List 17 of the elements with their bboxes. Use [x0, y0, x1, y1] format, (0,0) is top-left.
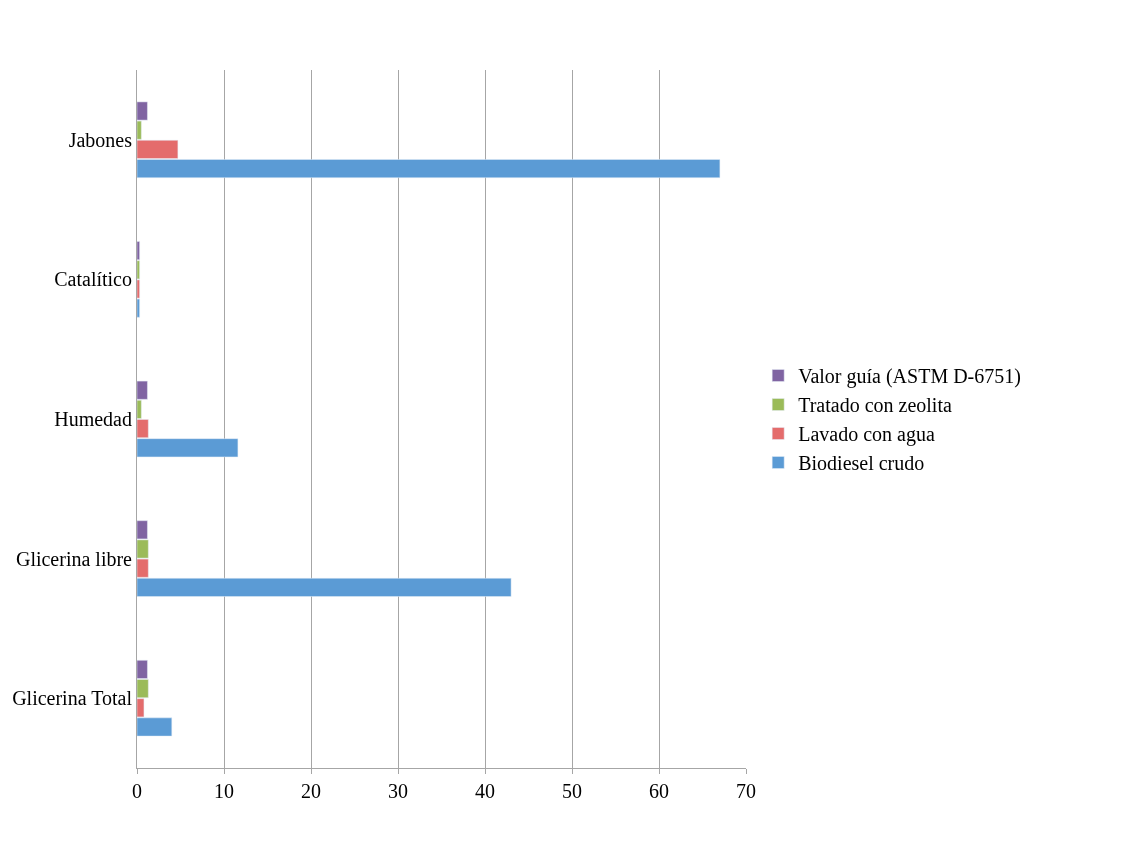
x-tick-label: 70 — [736, 780, 756, 802]
legend-label: Biodiesel crudo — [798, 452, 925, 475]
y-tick-label: Humedad — [54, 408, 132, 430]
legend-label: Valor guía (ASTM D-6751) — [798, 365, 1021, 389]
x-tick-label: 40 — [475, 780, 495, 802]
y-tick-label: Catalítico — [54, 268, 132, 291]
legend-label: Tratado con zeolita — [798, 394, 952, 417]
x-tick-label: 30 — [388, 780, 408, 802]
y-tick-label: Jabones — [68, 128, 133, 151]
y-tick-label: Glicerina Total — [12, 687, 133, 710]
x-tick-label: 0 — [132, 780, 142, 802]
x-tick-label: 50 — [562, 780, 582, 802]
legend-label: Lavado con agua — [798, 423, 935, 447]
x-tick-label: 20 — [301, 780, 321, 802]
x-tick-label: 10 — [214, 780, 234, 802]
y-tick-label: Glicerina libre — [15, 547, 133, 570]
x-tick-label: 60 — [649, 780, 669, 802]
